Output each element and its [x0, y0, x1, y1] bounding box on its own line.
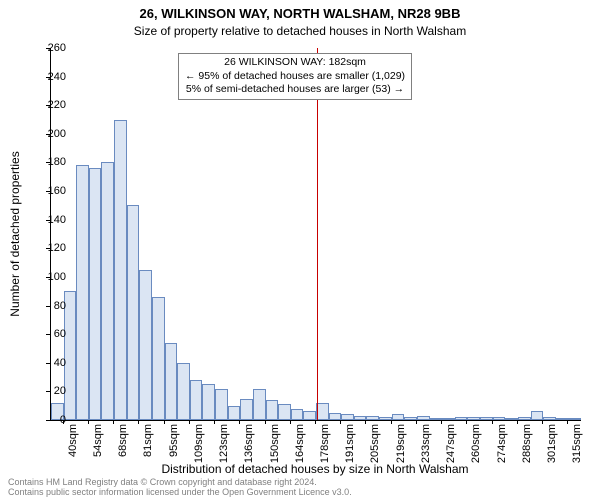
histogram-bar [152, 297, 165, 420]
y-tick-label: 40 [36, 357, 66, 369]
histogram-bar [278, 404, 291, 420]
x-tick-label: 123sqm [218, 424, 230, 463]
x-tick-label: 68sqm [117, 424, 129, 457]
histogram-bar [89, 168, 102, 420]
y-tick-label: 160 [36, 185, 66, 197]
x-tick-label: 164sqm [294, 424, 306, 463]
histogram-bar [467, 417, 480, 420]
x-tick-label: 233sqm [420, 424, 432, 463]
histogram-bar [303, 411, 316, 420]
histogram-bar [127, 205, 140, 420]
y-tick-label: 120 [36, 242, 66, 254]
histogram-bar [190, 380, 203, 420]
y-tick-label: 0 [36, 414, 66, 426]
histogram-bar [114, 120, 127, 420]
y-tick-label: 180 [36, 156, 66, 168]
chart-subtitle: Size of property relative to detached ho… [0, 24, 600, 38]
x-tick-label: 315sqm [571, 424, 583, 463]
x-axis-label: Distribution of detached houses by size … [50, 462, 580, 476]
histogram-bar [417, 416, 430, 420]
y-axis-label: Number of detached properties [8, 151, 22, 316]
histogram-bar [177, 363, 190, 420]
histogram-bar [253, 389, 266, 420]
histogram-bar [240, 399, 253, 420]
reference-line [317, 48, 318, 420]
histogram-bar [493, 417, 506, 420]
histogram-bar [266, 400, 279, 420]
x-tick-label: 136sqm [243, 424, 255, 463]
histogram-bar [228, 406, 241, 420]
x-tick-label: 54sqm [92, 424, 104, 457]
x-tick-label: 260sqm [470, 424, 482, 463]
annotation-line: 26 WILKINSON WAY: 182sqm [185, 56, 405, 70]
histogram-bar [139, 270, 152, 420]
histogram-bar [101, 162, 114, 420]
plot-area [50, 48, 581, 421]
x-tick-label: 205sqm [369, 424, 381, 463]
chart-title: 26, WILKINSON WAY, NORTH WALSHAM, NR28 9… [0, 6, 600, 21]
histogram-bar [518, 417, 531, 420]
histogram-bar [215, 389, 228, 420]
x-tick-label: 274sqm [496, 424, 508, 463]
histogram-bar [316, 403, 329, 420]
x-tick-label: 191sqm [344, 424, 356, 463]
y-tick-label: 260 [36, 42, 66, 54]
histogram-bar [568, 418, 581, 420]
x-tick-label: 178sqm [319, 424, 331, 463]
x-tick-label: 81sqm [142, 424, 154, 457]
histogram-bar [392, 414, 405, 420]
x-tick-label: 301sqm [546, 424, 558, 463]
x-tick-label: 150sqm [269, 424, 281, 463]
histogram-bar [291, 409, 304, 420]
histogram-bar [165, 343, 178, 420]
annotation-line: ← 95% of detached houses are smaller (1,… [185, 70, 405, 84]
histogram-bar [543, 417, 556, 420]
histogram-bar [531, 411, 544, 420]
histogram-chart: 26, WILKINSON WAY, NORTH WALSHAM, NR28 9… [0, 0, 600, 500]
annotation-box: 26 WILKINSON WAY: 182sqm ← 95% of detach… [178, 53, 412, 100]
y-tick-label: 140 [36, 214, 66, 226]
y-tick-label: 20 [36, 385, 66, 397]
annotation-line: 5% of semi-detached houses are larger (5… [185, 83, 405, 97]
histogram-bar [76, 165, 89, 420]
x-tick-label: 95sqm [168, 424, 180, 457]
histogram-bar [341, 414, 354, 420]
y-tick-label: 220 [36, 99, 66, 111]
y-tick-label: 240 [36, 71, 66, 83]
y-tick-label: 60 [36, 328, 66, 340]
histogram-bar [202, 384, 215, 420]
x-tick-label: 109sqm [193, 424, 205, 463]
x-tick-label: 288sqm [521, 424, 533, 463]
y-tick-label: 100 [36, 271, 66, 283]
x-tick-label: 219sqm [395, 424, 407, 463]
footnote: Contains HM Land Registry data © Crown c… [8, 477, 352, 497]
y-tick-label: 200 [36, 128, 66, 140]
histogram-bar [329, 413, 342, 420]
histogram-bar [442, 418, 455, 420]
x-tick-label: 40sqm [67, 424, 79, 457]
y-tick-label: 80 [36, 300, 66, 312]
histogram-bar [366, 416, 379, 420]
x-tick-label: 247sqm [445, 424, 457, 463]
